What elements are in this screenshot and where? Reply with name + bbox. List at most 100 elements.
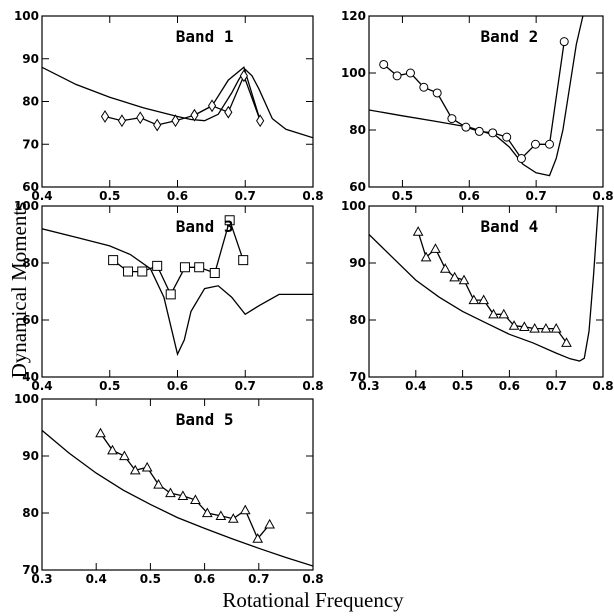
data-point xyxy=(100,110,110,123)
data-point xyxy=(468,294,480,305)
theory-line xyxy=(369,16,584,177)
y-tick-label: 100 xyxy=(14,199,39,213)
data-point xyxy=(516,154,526,163)
x-tick-label: 0.3 xyxy=(358,379,379,393)
data-point xyxy=(179,262,190,273)
x-tick-label: 0.6 xyxy=(167,379,188,393)
data-point xyxy=(256,114,265,128)
data-line xyxy=(417,231,568,344)
data-point xyxy=(153,478,164,489)
data-point xyxy=(165,289,176,300)
x-tick-label: 0.3 xyxy=(31,572,52,586)
data-point xyxy=(559,37,569,47)
x-tick-label: 0.4 xyxy=(31,379,52,393)
data-point xyxy=(540,323,552,333)
data-point xyxy=(207,99,217,113)
data-point xyxy=(420,251,432,262)
data-point xyxy=(224,105,233,119)
panel-band-5: 0.3 0.4 0.5 0.6 0.7 0.8 70 80 90 100 Band 5 xyxy=(14,392,324,586)
y-tick-label: 70 xyxy=(349,370,366,384)
data-point xyxy=(530,139,540,149)
data-point xyxy=(95,427,106,438)
y-tick-label: 90 xyxy=(349,256,366,270)
x-tick-label: 0.5 xyxy=(99,189,120,203)
x-tick-label: 0.8 xyxy=(302,379,323,393)
data-point xyxy=(478,294,490,305)
data-point xyxy=(474,126,484,136)
x-tick-label: 0.8 xyxy=(592,379,613,393)
data-line xyxy=(99,432,271,540)
data-point xyxy=(545,139,555,149)
data-point xyxy=(529,323,541,333)
x-tick-label: 0.7 xyxy=(235,379,256,393)
y-tick-label: 100 xyxy=(341,66,366,80)
data-point xyxy=(215,510,227,520)
y-tick-label: 70 xyxy=(22,137,39,151)
data-point xyxy=(108,255,119,266)
data-point xyxy=(190,108,199,122)
data-point xyxy=(392,71,402,81)
x-tick-label: 0.5 xyxy=(99,379,120,393)
data-point xyxy=(439,263,451,273)
x-tick-label: 0.6 xyxy=(194,572,215,586)
data-point xyxy=(458,274,470,285)
y-tick-label: 70 xyxy=(22,563,39,577)
x-tick-label: 0.5 xyxy=(140,572,161,586)
theory-line xyxy=(42,228,313,357)
data-point xyxy=(117,114,127,128)
x-tick-label: 0.7 xyxy=(235,189,256,203)
y-tick-label: 40 xyxy=(22,370,39,384)
data-point xyxy=(419,82,429,92)
data-line xyxy=(112,218,244,296)
data-point xyxy=(165,487,176,498)
x-tick-label: 0.6 xyxy=(167,189,188,203)
theory-line xyxy=(369,206,599,362)
data-point xyxy=(461,122,471,132)
data-point xyxy=(107,444,118,455)
y-tick-label: 80 xyxy=(22,256,39,270)
data-point xyxy=(209,267,220,278)
y-tick-label: 80 xyxy=(22,506,39,520)
panel-title: Band 1 xyxy=(176,27,234,46)
x-tick-label: 0.5 xyxy=(452,379,473,393)
data-point xyxy=(194,262,205,273)
data-point xyxy=(224,215,235,226)
panel-band-1: 0.4 0.5 0.6 0.7 0.8 60 70 80 90 100 Band 1 xyxy=(14,9,324,203)
panel-title: Band 5 xyxy=(176,410,234,429)
x-tick-label: 0.7 xyxy=(546,379,567,393)
x-tick-label: 0.8 xyxy=(302,189,323,203)
y-tick-label: 90 xyxy=(22,52,39,66)
plot-frame xyxy=(368,15,604,188)
data-point xyxy=(136,111,145,125)
x-tick-label: 0.6 xyxy=(459,189,480,203)
y-tick-label: 100 xyxy=(341,199,366,213)
x-tick-label: 0.8 xyxy=(592,189,613,203)
panel-title: Band 4 xyxy=(481,217,539,236)
y-tick-label: 60 xyxy=(22,180,39,194)
x-tick-label: 0.7 xyxy=(248,572,269,586)
data-point xyxy=(447,114,457,124)
data-point xyxy=(412,226,424,236)
y-axis-label: Dynamical Moments xyxy=(7,202,31,379)
x-tick-label: 0.8 xyxy=(302,572,323,586)
plot-frame xyxy=(368,205,604,378)
data-point xyxy=(227,513,239,523)
y-tick-label: 60 xyxy=(22,313,39,327)
x-tick-label: 0.5 xyxy=(392,189,413,203)
y-tick-label: 100 xyxy=(14,392,39,406)
data-point xyxy=(264,518,275,529)
x-tick-label: 0.7 xyxy=(526,189,547,203)
data-point xyxy=(190,494,201,504)
data-point xyxy=(561,337,572,347)
panel-band-4: 0.3 0.4 0.5 0.6 0.7 0.8 70 80 90 100 Band 4 xyxy=(341,199,614,393)
x-axis-label: Rotational Frequency xyxy=(222,588,404,612)
data-point xyxy=(430,243,441,253)
y-tick-label: 80 xyxy=(349,123,366,137)
y-tick-label: 80 xyxy=(22,95,39,109)
data-point xyxy=(488,308,499,319)
data-point xyxy=(252,533,264,543)
data-point xyxy=(379,59,389,69)
data-point xyxy=(238,255,249,266)
data-point xyxy=(129,464,141,475)
data-point xyxy=(177,490,189,500)
